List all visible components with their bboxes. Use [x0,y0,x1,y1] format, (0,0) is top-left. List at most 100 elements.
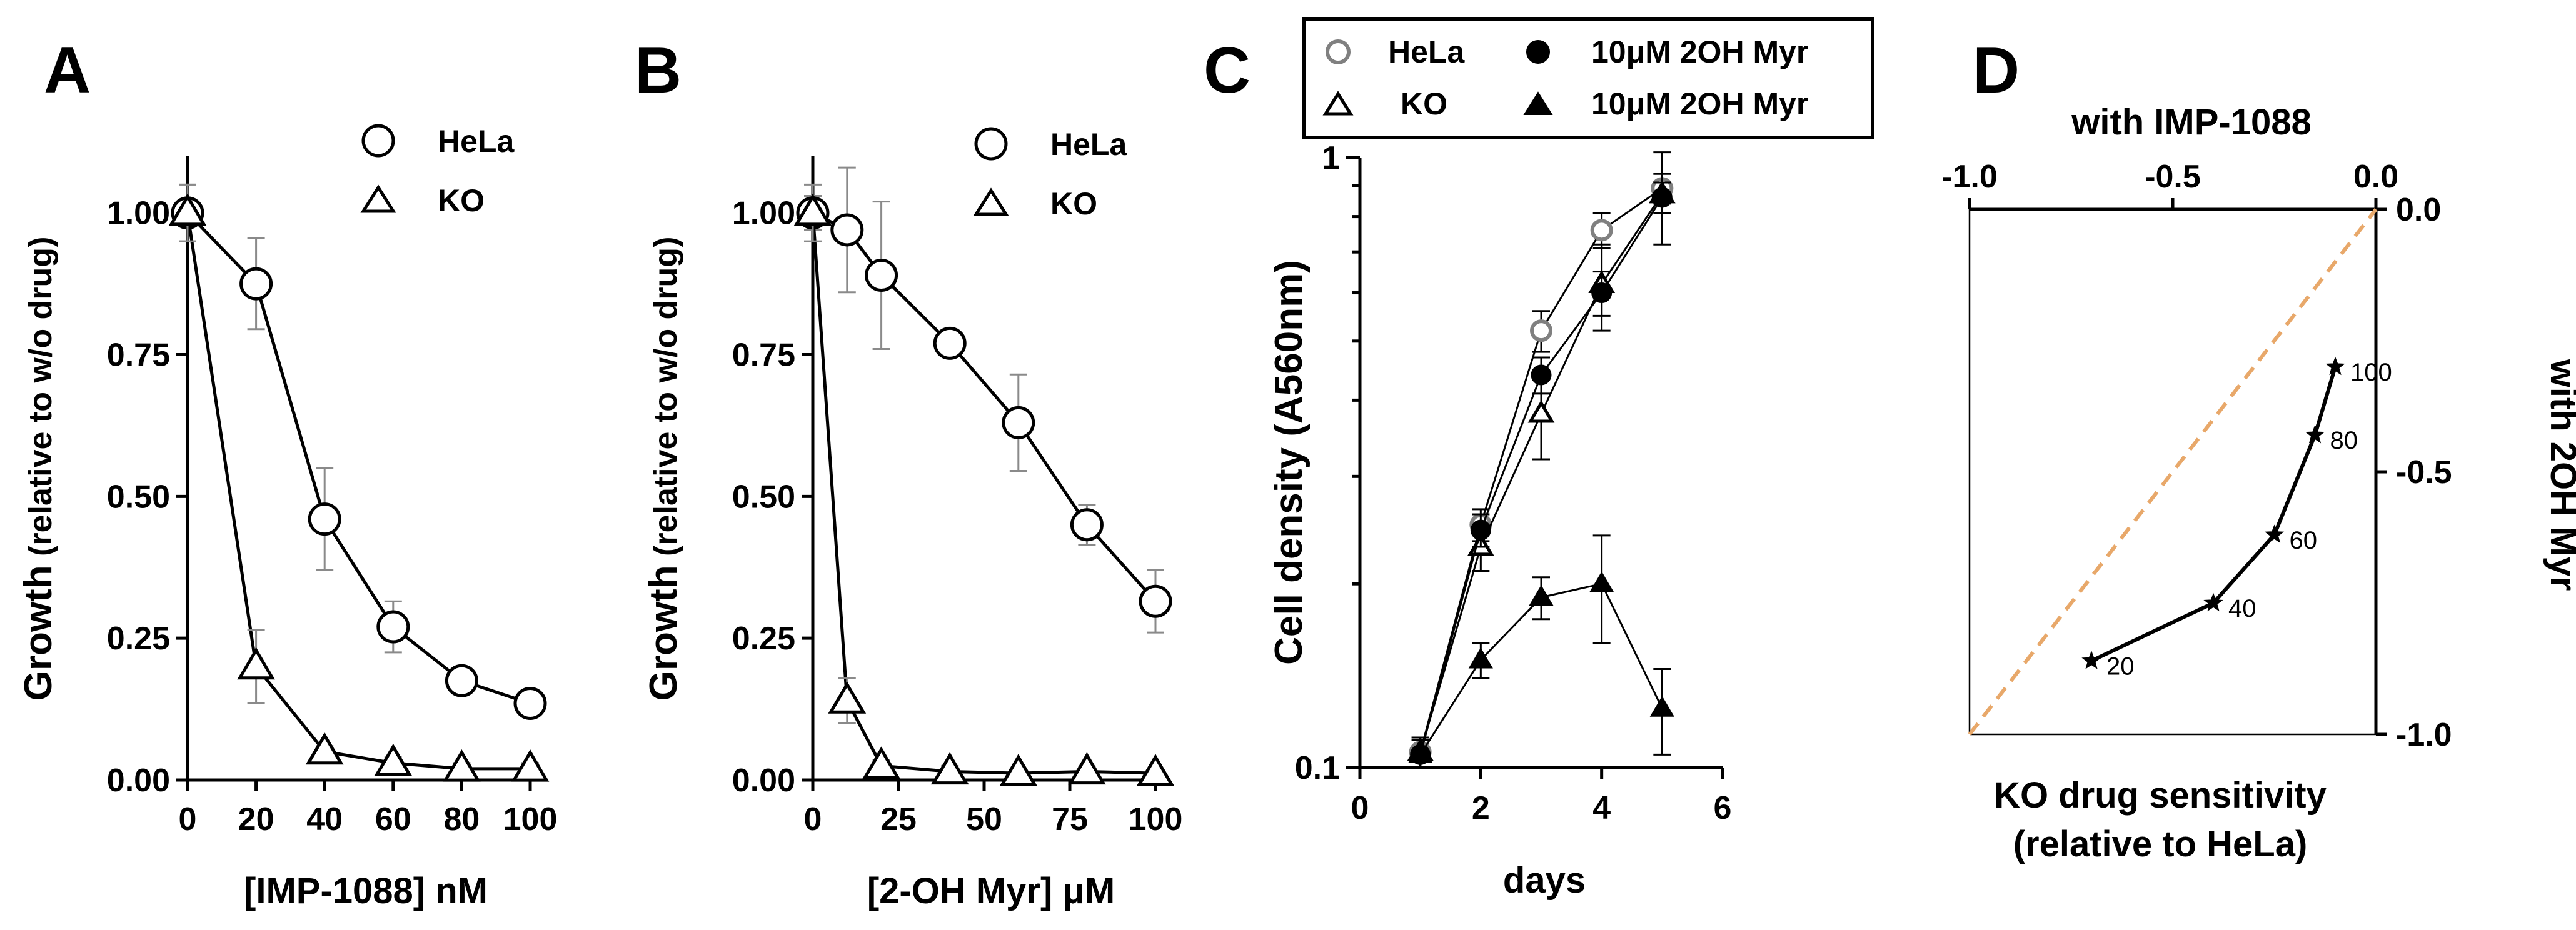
b-ytick-label-1: 0.25 [732,621,795,657]
a-ytick-label-2: 0.50 [107,479,170,515]
panel-a-legend-triangle-marker [360,184,396,213]
d-point-label-20: 20 [2106,652,2135,680]
panel-a-legend-circle-marker [361,124,395,158]
a-point-ko-4 [443,749,481,782]
c-ytick-label-1: 1 [1322,140,1340,176]
a-point-ko-0 [168,193,207,226]
b-point-hela-3 [933,326,967,360]
c-point-ko-10-m-2oh-myr-0 [1408,742,1433,763]
d-sensitivity-line [2090,366,2337,663]
a-xtick-label-0: 0 [179,801,197,838]
panel-b-legend-circle-marker [974,127,1008,161]
panel-d-plot-area: 20 40 60 80 100 [1968,208,2392,736]
c-point-hela-10-m-2oh-myr-3 [1591,282,1613,304]
b-point-ko-1 [828,681,867,714]
panel-d-x-ticks: -1.0 -0.5 0.0 [1941,159,2398,209]
c-point-hela-10-m-2oh-myr-4 [1651,187,1673,208]
panel-a-legend-ko: KO [438,183,485,218]
panel-a: A 0.00 0.25 0.50 0.75 1.00 0 20 40 60 80 100 [IMP… [17,34,557,911]
b-series-hela [796,166,1172,634]
d-xtick-label-0: -1.0 [1941,159,1998,195]
panel-c-plot-area [1407,151,1676,769]
d-point-label-40: 40 [2228,595,2257,622]
panel-c-legend-ko-marker [1322,91,1354,116]
a-point-hela-1 [239,267,273,301]
c-xtick-label-0: 0 [1351,790,1369,826]
d-ytick-label-1: -0.5 [2396,454,2452,491]
d-point-label-60: 60 [2290,527,2318,554]
c-point-ko-2 [1527,400,1555,423]
b-point-ko-4 [999,754,1038,786]
panel-b-x-axis-label: [2-OH Myr] μM [867,871,1115,911]
c-point-hela-10-m-2oh-myr-1 [1470,519,1491,541]
panel-c-legend-ko-drug-marker [1523,91,1553,115]
panel-d-right-label: with 2OH Myr [2543,359,2576,591]
c-series-hela [1409,172,1674,769]
b-xtick-label-0: 0 [804,801,822,838]
panel-b-y-label-sub: (relative to w/o drug) [648,237,684,566]
b-ytick-label-0: 0.00 [732,762,795,799]
panel-b-y-axis-label: Growth (relative to w/o drug) [642,237,685,701]
panel-c-y-axis-label: Cell density (A560nm) [1267,260,1311,665]
a-xtick-label-5: 100 [503,801,558,838]
panel-a-y-axis-label: Growth (relative to w/o drug) [17,237,60,701]
c-point-hela-10-m-2oh-myr-2 [1531,364,1552,386]
c-series-ko-10-m-2oh-myr [1408,534,1674,769]
b-xtick-label-2: 50 [966,801,1002,838]
panel-c-legend-hela: HeLa [1388,34,1465,69]
b-point-ko-3 [930,752,969,785]
b-point-hela-5 [1070,508,1104,542]
panel-a-legend-hela: HeLa [438,124,515,159]
a-point-ko-2 [305,732,344,765]
d-point-60 [2264,524,2285,544]
b-point-hela-2 [865,259,898,292]
panel-d-x-label-line2: (relative to HeLa) [2013,824,2308,864]
c-point-hela-3 [1590,219,1613,242]
d-point-40 [2203,592,2223,612]
panel-c-x-axis-label: days [1503,860,1586,901]
b-point-ko-2 [862,746,900,779]
a-point-hela-3 [376,610,410,644]
panel-b-y-label-main: Growth [642,565,685,701]
panel-a-legend: HeLa KO [360,124,515,218]
panel-d-x-label-line1: KO drug sensitivity [1994,775,2327,816]
panel-c: C HeLa 10μM 2OH Myr KO 10μM 2OH Myr 0.11… [1204,17,1874,901]
a-ytick-label-1: 0.25 [107,621,170,657]
panel-c-legend-ko-drug: 10μM 2OH Myr [1591,86,1808,121]
c-point-ko-10-m-2oh-myr-3 [1589,571,1614,592]
d-xtick-label-2: 0.0 [2353,159,2398,195]
panel-c-legend-hela-marker [1326,39,1351,64]
panel-b-y-ticks: 0.00 0.25 0.50 0.75 1.00 [732,196,813,799]
c-point-hela-2 [1530,319,1552,342]
a-point-hela-5 [513,687,547,721]
panel-b-legend: HeLa KO [973,127,1127,221]
panel-c-legend-box [1302,17,1874,139]
panel-c-x-ticks: 0 2 4 6 [1351,768,1732,826]
c-line-ko [1419,194,1663,752]
c-series-hela-10-m-2oh-myr [1410,181,1673,769]
c-point-ko-10-m-2oh-myr-4 [1649,696,1674,717]
panel-b: B 0.00 0.25 0.50 0.75 1.00 0 25 50 75 100 [2-OH … [635,34,1182,911]
c-xtick-label-3: 6 [1714,790,1732,826]
panel-a-y-label-sub: (relative to w/o drug) [23,237,59,566]
b-point-ko-0 [793,193,832,226]
a-ytick-label-0: 0.00 [107,762,170,799]
panel-b-legend-hela: HeLa [1050,127,1127,162]
panel-c-letter: C [1204,34,1250,107]
panel-c-legend-hela-drug-marker [1526,40,1550,64]
a-point-ko-1 [237,647,275,680]
b-ytick-label-3: 0.75 [732,338,795,374]
panel-a-x-ticks: 0 20 40 60 80 100 [179,780,558,838]
d-point-label-80: 80 [2330,427,2358,454]
a-series-ko [168,183,550,782]
c-xtick-label-2: 4 [1592,790,1611,826]
a-point-hela-4 [445,664,478,698]
d-xtick-label-1: -0.5 [2145,159,2201,195]
a-point-hela-2 [308,502,341,536]
b-point-hela-4 [1002,406,1035,439]
d-point-80 [2305,424,2325,444]
panel-c-legend-hela-drug: 10μM 2OH Myr [1591,34,1808,69]
panel-b-legend-triangle-marker [973,188,1009,216]
a-xtick-label-2: 40 [306,801,343,838]
